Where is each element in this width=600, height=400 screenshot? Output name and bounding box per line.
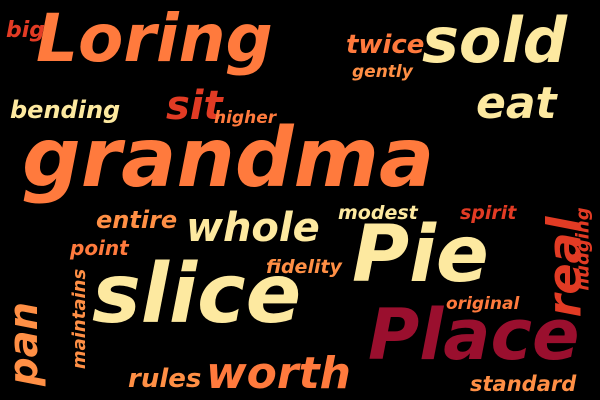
word-point: point xyxy=(70,236,129,260)
word-place: Place xyxy=(368,294,580,376)
word-eat: eat xyxy=(476,78,557,129)
word-pie: Pie xyxy=(352,210,489,300)
word-entire: entire xyxy=(96,206,178,234)
word-big: big xyxy=(6,18,46,43)
word-grandma: grandma xyxy=(22,111,435,206)
word-whole: whole xyxy=(186,205,320,251)
word-maintains: maintains xyxy=(69,268,91,370)
word-loring: Loring xyxy=(36,0,273,77)
word-rules: rules xyxy=(128,364,202,394)
word-sold: sold xyxy=(422,4,568,77)
word-fidelity: fidelity xyxy=(266,256,342,278)
word-pan: pan xyxy=(1,301,48,387)
word-slice: slice xyxy=(92,247,302,342)
word-gently: gently xyxy=(352,62,413,82)
word-original: original xyxy=(446,294,520,314)
word-higher: higher xyxy=(214,108,277,128)
word-sit: sit xyxy=(166,83,223,129)
word-spirit: spirit xyxy=(460,202,517,224)
word-worth: worth xyxy=(206,348,351,399)
word-nudging: nudging xyxy=(572,207,594,291)
word-modest: modest xyxy=(338,202,418,224)
word-twice: twice xyxy=(346,30,425,60)
word-bending: bending xyxy=(10,96,121,124)
word-standard: standard xyxy=(470,372,577,396)
